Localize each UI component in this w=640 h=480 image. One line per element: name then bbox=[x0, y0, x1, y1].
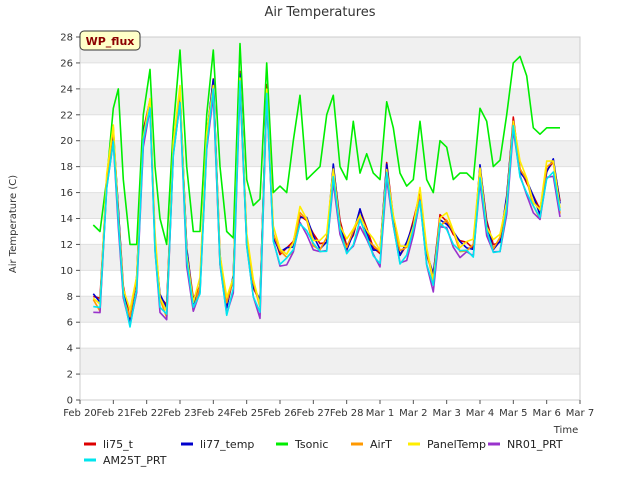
x-tick-label: Feb 27 bbox=[297, 408, 331, 419]
y-tick-label: 26 bbox=[60, 58, 73, 69]
x-tick-label: Mar 5 bbox=[499, 408, 527, 419]
y-tick-label: 22 bbox=[60, 110, 73, 121]
y-tick-label: 2 bbox=[67, 370, 73, 381]
legend-label: AM25T_PRT bbox=[103, 454, 167, 467]
badge: WP_flux bbox=[79, 30, 141, 51]
x-tick-label: Feb 26 bbox=[263, 408, 297, 419]
x-axis-label: Time bbox=[553, 425, 578, 436]
x-tick-label: Mar 2 bbox=[399, 408, 427, 419]
x-tick-label: Mar 4 bbox=[466, 408, 494, 419]
grid-band bbox=[80, 348, 580, 375]
legend-item-airt: AirT bbox=[351, 438, 392, 451]
x-tick-label: Mar 1 bbox=[366, 408, 394, 419]
legend-item-paneltemp: PanelTemp bbox=[408, 438, 486, 451]
y-tick-label: 24 bbox=[60, 84, 73, 95]
grid-band bbox=[80, 88, 580, 115]
y-tick-label: 8 bbox=[67, 292, 73, 303]
legend-label: li75_t bbox=[103, 438, 134, 451]
legend-item-li77-temp: li77_temp bbox=[181, 438, 254, 451]
y-tick-label: 10 bbox=[60, 266, 73, 277]
legend-item-am25t-prt: AM25T_PRT bbox=[84, 454, 167, 467]
x-tick-label: Mar 6 bbox=[532, 408, 560, 419]
x-tick-label: Feb 24 bbox=[197, 408, 231, 419]
y-tick-label: 28 bbox=[60, 33, 73, 44]
series-line-paneltemp bbox=[92, 77, 561, 312]
chart-title: Air Temperatures bbox=[264, 5, 375, 20]
legend-item-tsonic: Tsonic bbox=[276, 438, 328, 451]
y-tick-label: 18 bbox=[60, 162, 73, 173]
badge-box bbox=[79, 30, 141, 51]
y-tick-label: 12 bbox=[60, 240, 73, 251]
x-tick-label: Feb 28 bbox=[330, 408, 364, 419]
x-tick-label: Feb 20 bbox=[63, 408, 97, 419]
series-line-tsonic bbox=[92, 42, 560, 246]
legend-label: Tsonic bbox=[294, 438, 328, 451]
legend-label: PanelTemp bbox=[427, 438, 486, 451]
x-tick-label: Feb 21 bbox=[97, 408, 131, 419]
legend-label: NR01_PRT bbox=[507, 438, 563, 451]
y-tick-label: 16 bbox=[60, 188, 73, 199]
legend-item-nr01-prt: NR01_PRT bbox=[488, 438, 563, 451]
y-tick-label: 6 bbox=[67, 318, 73, 329]
x-tick-label: Mar 7 bbox=[566, 408, 594, 419]
x-tick-label: Mar 3 bbox=[432, 408, 460, 419]
grid-band bbox=[80, 296, 580, 323]
legend-item-li75-t: li75_t bbox=[84, 438, 134, 451]
legend-label: li77_temp bbox=[200, 438, 254, 451]
y-tick-label: 0 bbox=[67, 396, 73, 407]
legend: li75_t li77_temp Tsonic AirT PanelTemp NR01_P… bbox=[84, 438, 563, 467]
x-tick-label: Feb 22 bbox=[130, 408, 164, 419]
series-layer bbox=[92, 42, 561, 328]
grid-band bbox=[80, 37, 580, 63]
y-tick-label: 20 bbox=[60, 136, 73, 147]
y-tick-label: 14 bbox=[60, 214, 73, 225]
y-tick-label: 4 bbox=[67, 344, 73, 355]
badge-label: WP_flux bbox=[86, 35, 135, 48]
x-tick-label: Feb 25 bbox=[230, 408, 264, 419]
series-line-am25t-prt bbox=[93, 80, 561, 328]
y-axis-label: Air Temperature (C) bbox=[8, 175, 19, 273]
legend-label: AirT bbox=[370, 438, 392, 451]
grid-band bbox=[80, 244, 580, 271]
x-tick-label: Feb 23 bbox=[163, 408, 197, 419]
